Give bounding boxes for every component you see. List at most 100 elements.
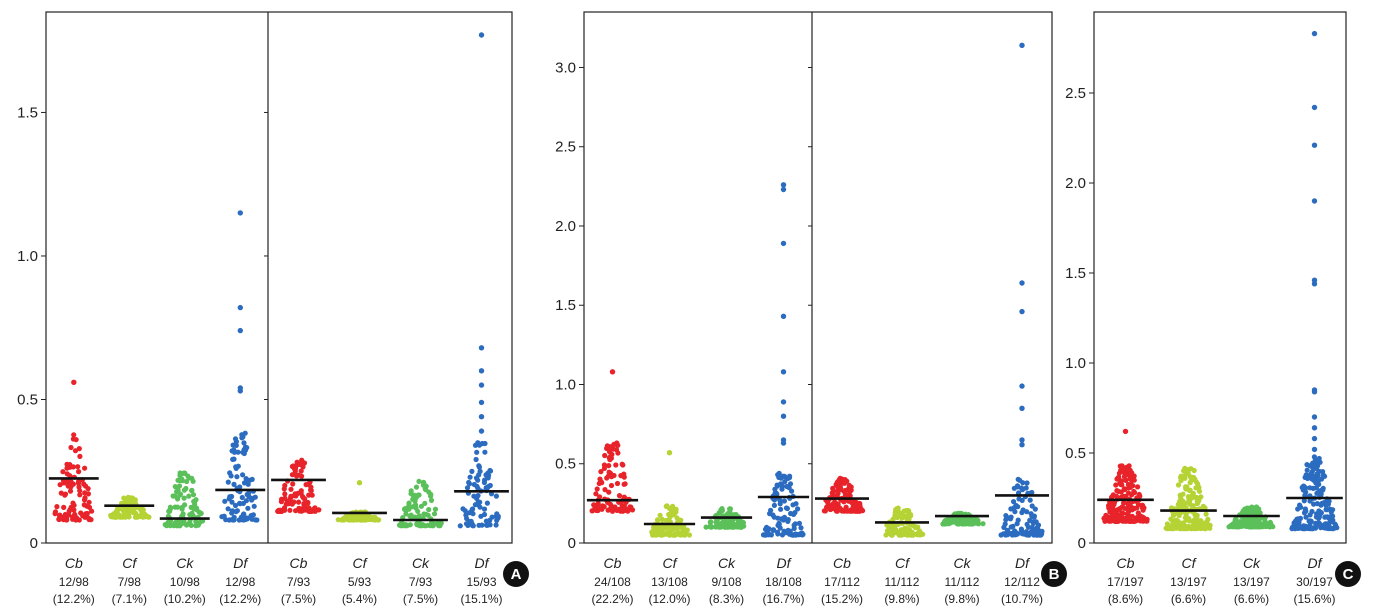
outlier-point-Df [780,313,787,319]
y-tick-label: 2.5 [555,139,576,156]
data-point-Cb [619,502,625,509]
category-label: Cb [833,555,851,571]
data-point-Cb [619,461,625,467]
chart-marks [48,30,1361,587]
data-point-Df [1331,525,1337,531]
data-point-Df [474,483,480,489]
data-point-Df [474,449,480,455]
outlier-point-Df [1019,405,1025,411]
data-point-Cb [299,473,305,479]
count-label: 30/197 [1296,575,1333,589]
data-point-Df [231,456,237,462]
data-point-Df [1015,504,1021,510]
data-point-Cb [602,452,608,459]
data-point-Df [775,529,781,535]
y-tick-label: 1.0 [1065,355,1086,372]
data-point-Df [1001,524,1007,531]
outlier-point-Cf [356,480,363,486]
data-point-Cb [607,457,613,463]
data-point-Cf [1207,522,1213,529]
data-point-Df [467,518,473,525]
data-point-Df [1027,497,1033,503]
data-point-Cb [287,507,293,513]
data-point-Cf [884,528,891,534]
data-point-Df [1322,514,1328,520]
outlier-point-Df [1019,308,1025,315]
data-point-Ck [415,508,421,514]
data-point-Cb [89,508,95,514]
data-point-Cb [85,491,91,497]
data-point-Cb [594,486,600,492]
data-point-Df [1024,480,1030,486]
data-point-Ck [428,491,434,498]
data-point-Cf [909,522,915,528]
data-point-Cf [663,503,669,509]
data-point-Cb [67,464,73,470]
data-point-Cf [1178,473,1184,479]
data-point-Df [464,485,471,491]
data-point-Ck [174,523,180,529]
data-point-Cb [309,508,315,514]
count-label: 18/108 [765,575,802,589]
data-point-Df [1027,517,1033,524]
data-point-Ck [727,506,733,512]
data-point-Cf [354,517,360,523]
data-point-Cf [140,510,146,516]
data-point-Df [225,506,231,512]
data-point-Cb [295,490,301,496]
y-tick-label: 0 [568,535,576,552]
outlier-point-Df [780,240,787,247]
data-point-Df [225,479,231,485]
data-point-Cf [915,524,921,530]
data-point-Cb [61,504,67,510]
data-point-Cb [76,446,82,452]
category-label: Df [777,555,793,571]
data-point-Df [466,479,472,486]
data-point-Cb [66,508,72,514]
data-point-Ck [708,519,714,525]
count-label: 7/98 [118,575,142,589]
data-point-Df [1003,517,1009,523]
data-point-Cb [847,488,853,494]
data-point-Df [796,520,803,527]
data-point-Ck [728,518,734,524]
data-point-Cb [275,508,281,514]
data-point-Ck [950,519,956,525]
data-point-Df [229,510,235,516]
data-point-Df [1015,531,1021,537]
count-label: 10/98 [170,575,200,589]
data-point-Df [1307,498,1313,504]
data-point-Cf [121,495,127,501]
data-point-Df [783,505,790,511]
data-point-Cb [836,507,842,513]
data-point-Cb [301,502,307,508]
count-label: 24/108 [594,575,631,589]
data-point-Ck [176,483,183,489]
data-point-Df [782,479,788,485]
data-point-Df [791,525,797,532]
data-point-Cf [370,515,376,521]
data-point-Df [1010,523,1016,529]
data-point-Cb [283,501,289,507]
data-point-Df [1321,500,1327,506]
data-point-Df [481,479,487,486]
data-point-Cb [1135,502,1142,508]
outlier-point-Df [1311,198,1318,204]
data-point-Df [240,500,246,506]
category-label: Ck [718,555,736,571]
data-point-Cf [674,515,680,521]
data-point-Cb [62,492,68,498]
data-point-Df [222,498,228,504]
outlier-point-Cb [1122,428,1129,435]
data-point-Cf [1187,501,1193,507]
data-point-Cb [1129,513,1135,519]
data-point-Cb [86,516,92,523]
data-point-Df [1318,509,1324,515]
data-point-Cf [145,514,151,520]
outlier-point-Df [780,182,787,188]
data-point-Cf [125,497,131,503]
data-point-Cf [1175,482,1182,488]
data-point-Df [1291,520,1297,526]
panel-badge-A [503,561,529,587]
